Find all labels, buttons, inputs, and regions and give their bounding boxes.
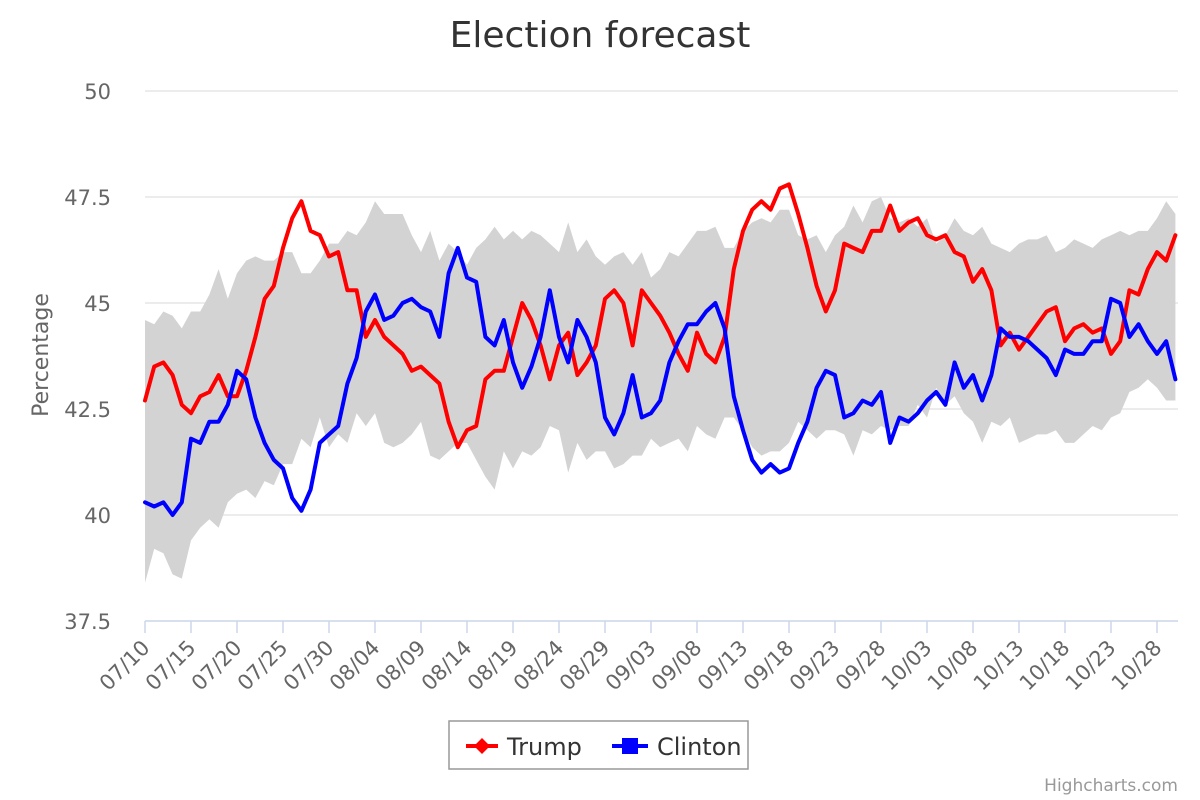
chart-title: Election forecast — [450, 15, 751, 56]
y-axis-title: Percentage — [29, 293, 54, 417]
y-axis: 37.5 40 42.5 45 47.5 50 — [64, 80, 111, 634]
legend: Trump Clinton — [448, 720, 749, 770]
y-tick-label: 47.5 — [64, 186, 111, 210]
y-tick-label: 45 — [84, 292, 111, 316]
diamond-marker-icon — [474, 738, 490, 754]
y-tick-label: 50 — [84, 80, 111, 104]
series-line-clinton — [143, 245, 1178, 517]
band-layer — [145, 197, 1176, 583]
forecast-range-band — [145, 197, 1176, 583]
series-layer — [143, 182, 1178, 517]
legend-label-clinton: Clinton — [657, 733, 742, 761]
y-tick-label: 37.5 — [64, 610, 111, 634]
legend-item-clinton[interactable]: Clinton — [612, 733, 742, 761]
y-tick-label: 40 — [84, 504, 111, 528]
series-line-trump — [143, 182, 1178, 450]
legend-box — [448, 720, 749, 770]
legend-label-trump: Trump — [506, 733, 582, 761]
square-marker-icon — [622, 738, 638, 754]
y-tick-label: 42.5 — [64, 398, 111, 422]
legend-item-trump[interactable]: Trump — [466, 733, 582, 761]
credits-link[interactable]: Highcharts.com — [1044, 776, 1178, 796]
